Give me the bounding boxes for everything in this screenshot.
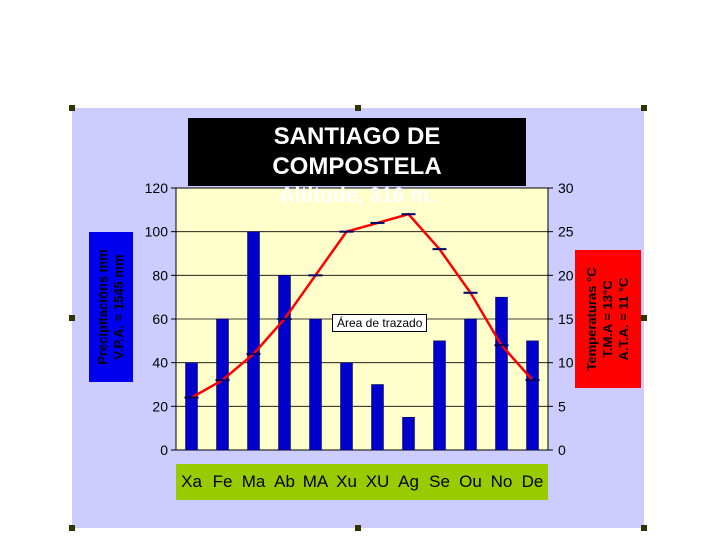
month-label-XU: XU	[365, 472, 390, 491]
left-tick-40: 40	[152, 355, 168, 371]
left-tick-60: 60	[152, 311, 168, 327]
right-tick-30: 30	[558, 180, 574, 196]
chart-title: SANTIAGO DE COMPOSTELA Altitude, 316 m.	[188, 118, 526, 207]
tooltip: Área de trazado	[332, 314, 428, 332]
bar-Xa[interactable]	[185, 362, 198, 451]
bar-Ma[interactable]	[247, 231, 260, 451]
right-tick-5: 5	[558, 398, 566, 414]
right-tick-0: 0	[558, 442, 566, 458]
resize-handle-top-right[interactable]	[641, 105, 647, 111]
temperature-line[interactable]	[190, 212, 534, 399]
resize-handle-top-left[interactable]	[69, 105, 75, 111]
bar-Se[interactable]	[433, 340, 446, 451]
left-tick-20: 20	[152, 398, 168, 414]
resize-handle-middle-left[interactable]	[69, 315, 75, 321]
month-label-Xa: Xa	[181, 472, 202, 491]
resize-handle-middle-right[interactable]	[641, 315, 647, 321]
month-labels: Xa Fe Ma Ab MA Xu XU Ag Se Ou No De	[176, 464, 548, 500]
month-label-Fe: Fe	[212, 472, 233, 491]
right-axis-ticks: 0 5 10 15 20 25 30	[548, 180, 574, 458]
month-label-Se: Se	[429, 472, 450, 491]
bar-Ou[interactable]	[464, 318, 477, 451]
bar-Ag[interactable]	[402, 417, 415, 451]
right-axis-label-line3: A.T.A. = 11 °C	[616, 277, 631, 361]
precipitation-bars	[185, 231, 539, 451]
right-axis-label: Temperaturas °C T.M.A = 13°C A.T.A. = 11…	[575, 250, 641, 388]
right-tick-10: 10	[558, 355, 574, 371]
left-tick-80: 80	[152, 267, 168, 283]
bar-De[interactable]	[526, 340, 539, 451]
left-axis-ticks: 0 20 40 60 80 100 120	[145, 180, 176, 458]
left-tick-100: 100	[145, 224, 169, 240]
resize-handle-bottom-right[interactable]	[641, 525, 647, 531]
month-label-Ag: Ag	[398, 472, 419, 491]
month-label-De: De	[521, 472, 544, 491]
bar-Ab[interactable]	[278, 275, 291, 451]
chart-title-line1: SANTIAGO DE COMPOSTELA	[272, 123, 442, 180]
month-label-Ma: Ma	[241, 472, 266, 491]
resize-handle-bottom-left[interactable]	[69, 525, 75, 531]
month-label-MA: MA	[302, 472, 329, 491]
month-label-Ou: Ou	[459, 472, 482, 491]
left-axis-label-line1: Precipitacións mm	[95, 249, 110, 365]
right-tick-25: 25	[558, 224, 574, 240]
bar-Fe[interactable]	[216, 318, 229, 451]
month-label-Xu: Xu	[336, 472, 357, 491]
right-axis-label-line1: Temperaturas °C	[584, 267, 599, 371]
right-axis-label-line2: T.M.A = 13°C	[600, 280, 615, 358]
left-tick-0: 0	[160, 442, 168, 458]
chart-title-line2: Altitude, 316 m.	[279, 184, 435, 207]
temperature-line-group	[184, 212, 540, 399]
bar-No[interactable]	[495, 296, 508, 451]
left-axis-label: Precipitacións mm V.P.A. = 1545 mm	[89, 232, 133, 382]
right-tick-20: 20	[558, 267, 574, 283]
bar-MA[interactable]	[309, 318, 322, 451]
month-label-No: No	[490, 472, 513, 491]
bar-XU[interactable]	[371, 384, 384, 451]
left-tick-120: 120	[145, 180, 169, 196]
right-tick-15: 15	[558, 311, 574, 327]
month-label-Ab: Ab	[274, 472, 295, 491]
bar-Xu[interactable]	[340, 362, 353, 451]
left-axis-label-line2: V.P.A. = 1545 mm	[111, 254, 126, 360]
resize-handle-top-center[interactable]	[355, 105, 361, 111]
resize-handle-bottom-center[interactable]	[355, 525, 361, 531]
